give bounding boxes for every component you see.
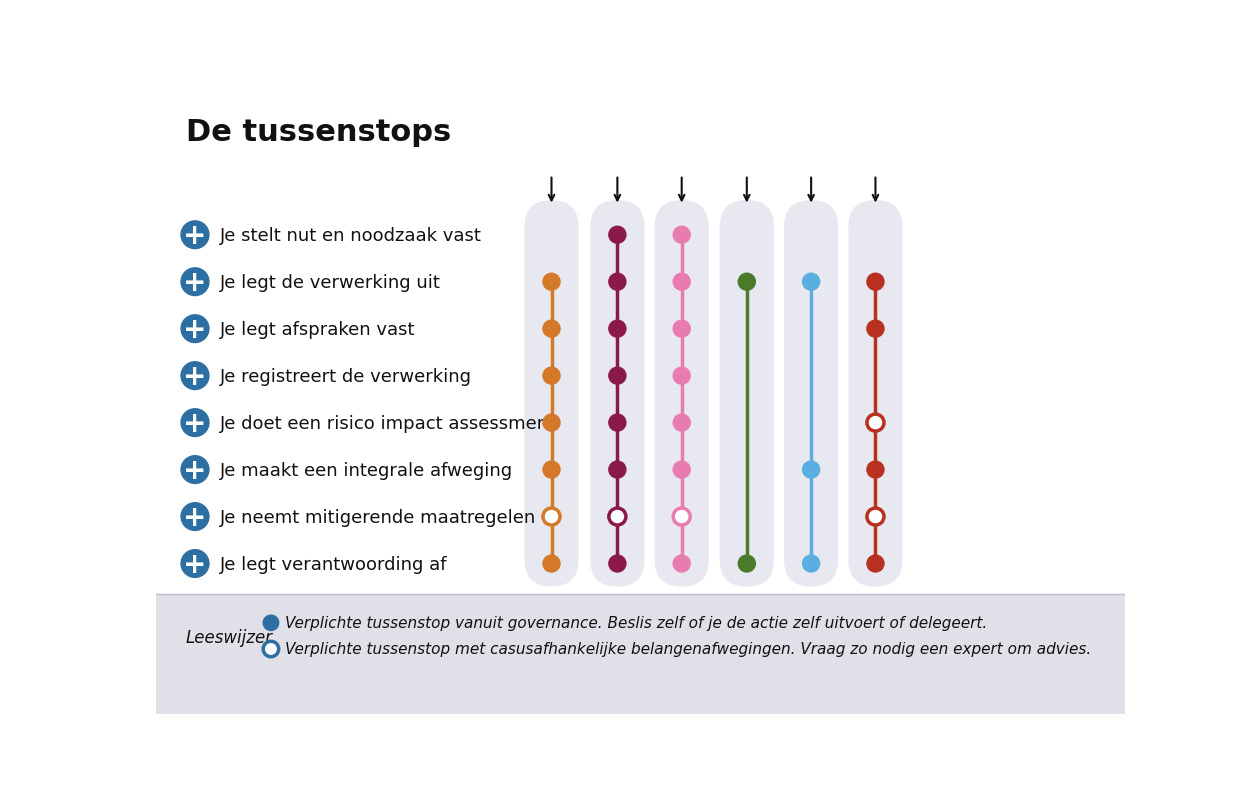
Circle shape — [674, 274, 690, 291]
Circle shape — [609, 555, 626, 573]
Text: Verplichte tussenstop vanuit governance. Beslis zelf of je de actie zelf uitvoer: Verplichte tussenstop vanuit governance.… — [285, 616, 988, 630]
Circle shape — [609, 415, 626, 431]
Circle shape — [802, 555, 820, 573]
Circle shape — [181, 409, 209, 437]
Text: Je maakt een integrale afweging: Je maakt een integrale afweging — [220, 461, 512, 479]
Circle shape — [542, 415, 560, 431]
Circle shape — [609, 321, 626, 338]
Circle shape — [609, 461, 626, 479]
Circle shape — [867, 274, 884, 291]
FancyBboxPatch shape — [849, 200, 902, 587]
Circle shape — [181, 550, 209, 577]
Circle shape — [542, 321, 560, 338]
Text: +: + — [184, 503, 206, 531]
Text: Je stelt nut en noodzaak vast: Je stelt nut en noodzaak vast — [220, 226, 481, 245]
Circle shape — [674, 555, 690, 573]
Circle shape — [181, 315, 209, 343]
Text: +: + — [184, 550, 206, 577]
Circle shape — [181, 503, 209, 531]
Text: +: + — [184, 221, 206, 249]
Circle shape — [867, 461, 884, 479]
Circle shape — [609, 367, 626, 385]
Circle shape — [181, 269, 209, 296]
Text: +: + — [184, 363, 206, 390]
Circle shape — [609, 274, 626, 291]
Circle shape — [802, 274, 820, 291]
Circle shape — [802, 461, 820, 479]
Circle shape — [181, 456, 209, 484]
Circle shape — [674, 461, 690, 479]
Text: De tussenstops: De tussenstops — [186, 118, 451, 147]
Circle shape — [739, 274, 755, 291]
Circle shape — [867, 508, 884, 525]
Circle shape — [542, 555, 560, 573]
FancyBboxPatch shape — [156, 594, 1125, 714]
Circle shape — [542, 508, 560, 525]
Text: Je registreert de verwerking: Je registreert de verwerking — [220, 367, 471, 385]
Circle shape — [181, 363, 209, 390]
Circle shape — [674, 367, 690, 385]
Text: Je legt verantwoording af: Je legt verantwoording af — [220, 555, 448, 573]
FancyBboxPatch shape — [525, 200, 579, 587]
Text: Je legt de verwerking uit: Je legt de verwerking uit — [220, 273, 441, 291]
FancyBboxPatch shape — [655, 200, 709, 587]
Text: +: + — [184, 456, 206, 484]
Circle shape — [867, 415, 884, 431]
Text: +: + — [184, 409, 206, 437]
Circle shape — [264, 615, 279, 630]
Circle shape — [542, 367, 560, 385]
Circle shape — [674, 227, 690, 244]
Text: Je legt afspraken vast: Je legt afspraken vast — [220, 320, 415, 338]
FancyBboxPatch shape — [784, 200, 839, 587]
Circle shape — [609, 227, 626, 244]
Circle shape — [609, 508, 626, 525]
Text: +: + — [184, 315, 206, 343]
Text: Leeswijzer: Leeswijzer — [186, 628, 272, 646]
Circle shape — [181, 221, 209, 249]
Text: +: + — [184, 269, 206, 296]
Circle shape — [542, 274, 560, 291]
Circle shape — [867, 555, 884, 573]
Circle shape — [739, 555, 755, 573]
Circle shape — [674, 415, 690, 431]
FancyBboxPatch shape — [590, 200, 645, 587]
Circle shape — [674, 508, 690, 525]
FancyBboxPatch shape — [720, 200, 774, 587]
Text: Verplichte tussenstop met casusafhankelijke belangenafwegingen. Vraag zo nodig e: Verplichte tussenstop met casusafhankeli… — [285, 642, 1091, 657]
Text: Je neemt mitigerende maatregelen: Je neemt mitigerende maatregelen — [220, 508, 536, 526]
Text: Je doet een risico impact assessment: Je doet een risico impact assessment — [220, 414, 556, 432]
Circle shape — [674, 321, 690, 338]
Circle shape — [264, 642, 279, 657]
Circle shape — [542, 461, 560, 479]
Circle shape — [867, 321, 884, 338]
